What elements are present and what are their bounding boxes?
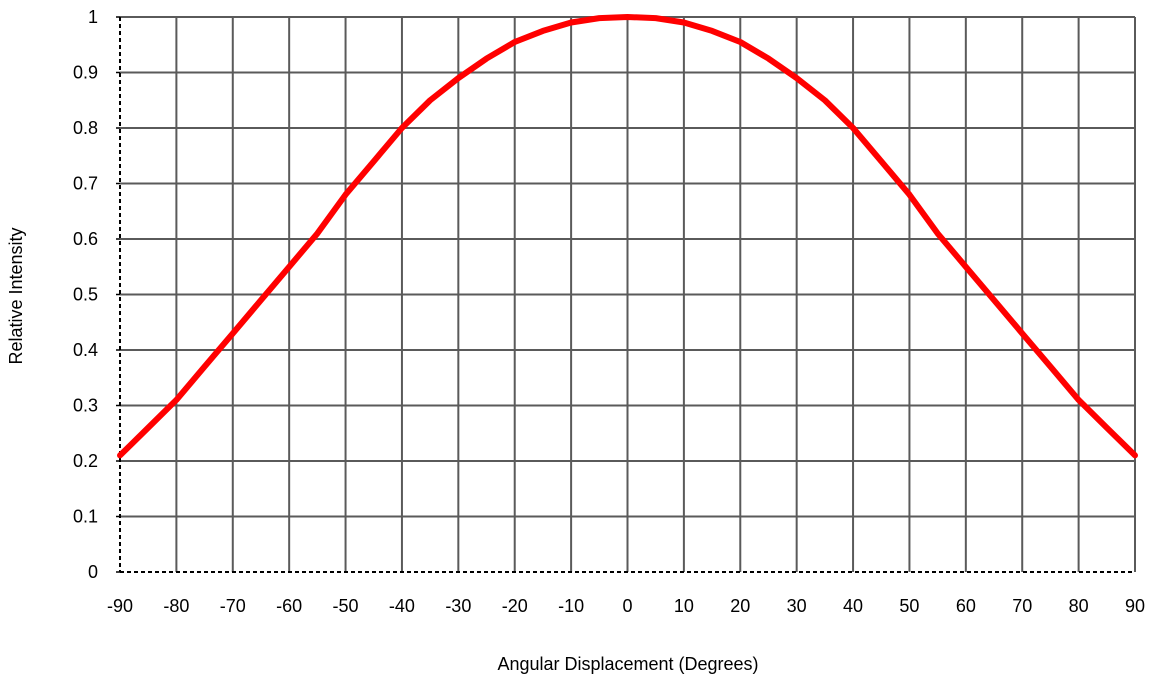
y-tick-label: 0.3 bbox=[73, 396, 98, 416]
x-tick-label: -90 bbox=[107, 596, 133, 616]
x-tick-label: 0 bbox=[622, 596, 632, 616]
x-tick-label: -70 bbox=[220, 596, 246, 616]
x-tick-label: 20 bbox=[730, 596, 750, 616]
x-tick-label: 50 bbox=[899, 596, 919, 616]
y-tick-label: 0.8 bbox=[73, 118, 98, 138]
y-tick-label: 0 bbox=[88, 562, 98, 582]
y-tick-label: 0.1 bbox=[73, 507, 98, 527]
x-tick-label: -60 bbox=[276, 596, 302, 616]
x-tick-label: -20 bbox=[502, 596, 528, 616]
x-tick-label: 80 bbox=[1069, 596, 1089, 616]
y-tick-label: 0.5 bbox=[73, 285, 98, 305]
y-tick-label: 1 bbox=[88, 7, 98, 27]
x-tick-label: -50 bbox=[333, 596, 359, 616]
y-tick-labels: 0 0.1 0.2 0.3 0.4 0.5 0.6 0.7 0.8 0.9 1 bbox=[73, 7, 98, 582]
x-tick-label: 70 bbox=[1012, 596, 1032, 616]
plot-frame bbox=[116, 16, 1135, 573]
y-tick-label: 0.6 bbox=[73, 229, 98, 249]
grid bbox=[120, 16, 1136, 572]
y-tick-label: 0.2 bbox=[73, 451, 98, 471]
y-tick-label: 0.4 bbox=[73, 340, 98, 360]
series-line bbox=[117, 14, 1138, 459]
x-tick-label: 90 bbox=[1125, 596, 1145, 616]
x-tick-label: -40 bbox=[389, 596, 415, 616]
x-tick-label: -30 bbox=[445, 596, 471, 616]
x-tick-label: 30 bbox=[787, 596, 807, 616]
y-tick-label: 0.9 bbox=[73, 63, 98, 83]
series-layer bbox=[117, 14, 1138, 459]
x-tick-label: -10 bbox=[558, 596, 584, 616]
x-tick-label: 40 bbox=[843, 596, 863, 616]
x-tick-labels: -90 -80 -70 -60 -50 -40 -30 -20 -10 0 10 20 30 40 50 60… bbox=[107, 596, 1145, 616]
x-axis-title: Angular Displacement (Degrees) bbox=[497, 654, 758, 674]
y-tick-label: 0.7 bbox=[73, 174, 98, 194]
x-tick-label: -80 bbox=[163, 596, 189, 616]
y-axis-title: Relative Intensity bbox=[6, 227, 26, 364]
x-tick-label: 10 bbox=[674, 596, 694, 616]
x-tick-label: 60 bbox=[956, 596, 976, 616]
